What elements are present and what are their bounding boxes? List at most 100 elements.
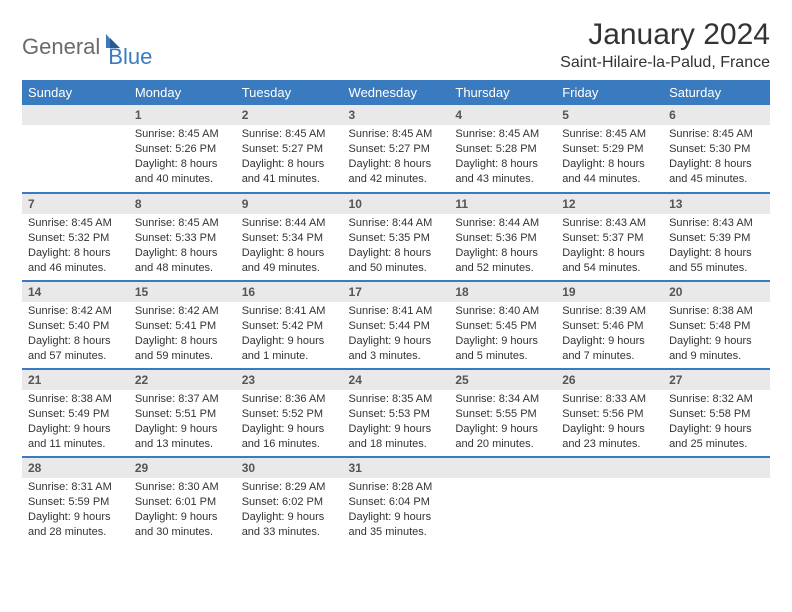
sunset-line: Sunset: 5:49 PM	[28, 407, 123, 422]
day-number: 1	[129, 105, 236, 125]
day-number: 9	[236, 194, 343, 214]
sunset-line: Sunset: 5:52 PM	[242, 407, 337, 422]
daylight-line-2: and 16 minutes.	[242, 437, 337, 452]
daylight-line-2: and 49 minutes.	[242, 261, 337, 276]
sunrise-line: Sunrise: 8:38 AM	[669, 304, 764, 319]
calendar-cell: 14Sunrise: 8:42 AMSunset: 5:40 PMDayligh…	[22, 281, 129, 369]
day-details: Sunrise: 8:43 AMSunset: 5:39 PMDaylight:…	[663, 214, 770, 279]
daylight-line-1: Daylight: 9 hours	[349, 422, 444, 437]
daylight-line-1: Daylight: 8 hours	[455, 246, 550, 261]
calendar-week-row: 14Sunrise: 8:42 AMSunset: 5:40 PMDayligh…	[22, 281, 770, 369]
sunrise-line: Sunrise: 8:43 AM	[562, 216, 657, 231]
day-details: Sunrise: 8:39 AMSunset: 5:46 PMDaylight:…	[556, 302, 663, 367]
daylight-line-2: and 11 minutes.	[28, 437, 123, 452]
daylight-line-2: and 40 minutes.	[135, 172, 230, 187]
day-details: Sunrise: 8:41 AMSunset: 5:42 PMDaylight:…	[236, 302, 343, 367]
daylight-line-2: and 23 minutes.	[562, 437, 657, 452]
calendar-cell: 31Sunrise: 8:28 AMSunset: 6:04 PMDayligh…	[343, 457, 450, 545]
calendar-cell: 30Sunrise: 8:29 AMSunset: 6:02 PMDayligh…	[236, 457, 343, 545]
dow-saturday: Saturday	[663, 80, 770, 105]
daylight-line-2: and 9 minutes.	[669, 349, 764, 364]
sunrise-line: Sunrise: 8:29 AM	[242, 480, 337, 495]
sunrise-line: Sunrise: 8:31 AM	[28, 480, 123, 495]
sunset-line: Sunset: 5:41 PM	[135, 319, 230, 334]
day-number: 2	[236, 105, 343, 125]
day-details: Sunrise: 8:38 AMSunset: 5:48 PMDaylight:…	[663, 302, 770, 367]
daylight-line-1: Daylight: 8 hours	[349, 246, 444, 261]
sunrise-line: Sunrise: 8:41 AM	[242, 304, 337, 319]
sunset-line: Sunset: 5:29 PM	[562, 142, 657, 157]
day-details: Sunrise: 8:35 AMSunset: 5:53 PMDaylight:…	[343, 390, 450, 455]
sunset-line: Sunset: 5:48 PM	[669, 319, 764, 334]
sunset-line: Sunset: 5:28 PM	[455, 142, 550, 157]
sunrise-line: Sunrise: 8:44 AM	[349, 216, 444, 231]
calendar-week-row: 7Sunrise: 8:45 AMSunset: 5:32 PMDaylight…	[22, 193, 770, 281]
daylight-line-1: Daylight: 8 hours	[455, 157, 550, 172]
daylight-line-1: Daylight: 9 hours	[135, 510, 230, 525]
sunset-line: Sunset: 5:34 PM	[242, 231, 337, 246]
daylight-line-2: and 1 minute.	[242, 349, 337, 364]
day-details: Sunrise: 8:45 AMSunset: 5:33 PMDaylight:…	[129, 214, 236, 279]
sunrise-line: Sunrise: 8:45 AM	[349, 127, 444, 142]
sunset-line: Sunset: 5:45 PM	[455, 319, 550, 334]
calendar-cell: 20Sunrise: 8:38 AMSunset: 5:48 PMDayligh…	[663, 281, 770, 369]
sunset-line: Sunset: 5:55 PM	[455, 407, 550, 422]
sunset-line: Sunset: 5:32 PM	[28, 231, 123, 246]
day-number: 19	[556, 282, 663, 302]
daylight-line-2: and 50 minutes.	[349, 261, 444, 276]
daylight-line-1: Daylight: 9 hours	[349, 334, 444, 349]
topbar: General Blue January 2024 Saint-Hilaire-…	[22, 18, 770, 72]
day-details: Sunrise: 8:42 AMSunset: 5:40 PMDaylight:…	[22, 302, 129, 367]
daylight-line-2: and 28 minutes.	[28, 525, 123, 540]
calendar-cell: 3Sunrise: 8:45 AMSunset: 5:27 PMDaylight…	[343, 105, 450, 193]
calendar-cell: 28Sunrise: 8:31 AMSunset: 5:59 PMDayligh…	[22, 457, 129, 545]
sunrise-line: Sunrise: 8:33 AM	[562, 392, 657, 407]
calendar-cell: 13Sunrise: 8:43 AMSunset: 5:39 PMDayligh…	[663, 193, 770, 281]
daylight-line-1: Daylight: 9 hours	[562, 334, 657, 349]
sunrise-line: Sunrise: 8:32 AM	[669, 392, 764, 407]
day-details: Sunrise: 8:33 AMSunset: 5:56 PMDaylight:…	[556, 390, 663, 455]
day-number: 17	[343, 282, 450, 302]
sunset-line: Sunset: 5:27 PM	[349, 142, 444, 157]
sunset-line: Sunset: 5:39 PM	[669, 231, 764, 246]
sunrise-line: Sunrise: 8:45 AM	[242, 127, 337, 142]
day-details: Sunrise: 8:43 AMSunset: 5:37 PMDaylight:…	[556, 214, 663, 279]
calendar-table: Sunday Monday Tuesday Wednesday Thursday…	[22, 80, 770, 545]
sunset-line: Sunset: 5:33 PM	[135, 231, 230, 246]
day-number: 25	[449, 370, 556, 390]
daylight-line-1: Daylight: 9 hours	[242, 510, 337, 525]
day-number: 8	[129, 194, 236, 214]
daylight-line-1: Daylight: 8 hours	[242, 246, 337, 261]
calendar-cell: 15Sunrise: 8:42 AMSunset: 5:41 PMDayligh…	[129, 281, 236, 369]
day-details: Sunrise: 8:31 AMSunset: 5:59 PMDaylight:…	[22, 478, 129, 543]
day-details: Sunrise: 8:32 AMSunset: 5:58 PMDaylight:…	[663, 390, 770, 455]
day-number	[556, 458, 663, 478]
day-details: Sunrise: 8:45 AMSunset: 5:26 PMDaylight:…	[129, 125, 236, 190]
daylight-line-2: and 54 minutes.	[562, 261, 657, 276]
daylight-line-1: Daylight: 9 hours	[349, 510, 444, 525]
day-number: 21	[22, 370, 129, 390]
daylight-line-1: Daylight: 8 hours	[562, 157, 657, 172]
day-details: Sunrise: 8:28 AMSunset: 6:04 PMDaylight:…	[343, 478, 450, 543]
calendar-cell: 17Sunrise: 8:41 AMSunset: 5:44 PMDayligh…	[343, 281, 450, 369]
daylight-line-1: Daylight: 8 hours	[349, 157, 444, 172]
calendar-cell: 27Sunrise: 8:32 AMSunset: 5:58 PMDayligh…	[663, 369, 770, 457]
calendar-cell: 11Sunrise: 8:44 AMSunset: 5:36 PMDayligh…	[449, 193, 556, 281]
calendar-body: 1Sunrise: 8:45 AMSunset: 5:26 PMDaylight…	[22, 105, 770, 545]
daylight-line-1: Daylight: 9 hours	[669, 334, 764, 349]
calendar-cell	[663, 457, 770, 545]
daylight-line-1: Daylight: 8 hours	[28, 246, 123, 261]
calendar-cell: 25Sunrise: 8:34 AMSunset: 5:55 PMDayligh…	[449, 369, 556, 457]
daylight-line-2: and 18 minutes.	[349, 437, 444, 452]
sunrise-line: Sunrise: 8:44 AM	[242, 216, 337, 231]
sunset-line: Sunset: 6:02 PM	[242, 495, 337, 510]
calendar-cell: 19Sunrise: 8:39 AMSunset: 5:46 PMDayligh…	[556, 281, 663, 369]
logo-text-general: General	[22, 34, 100, 60]
day-number: 15	[129, 282, 236, 302]
daylight-line-2: and 42 minutes.	[349, 172, 444, 187]
day-number: 20	[663, 282, 770, 302]
day-number: 10	[343, 194, 450, 214]
calendar-header-row: Sunday Monday Tuesday Wednesday Thursday…	[22, 80, 770, 105]
sunrise-line: Sunrise: 8:45 AM	[562, 127, 657, 142]
day-details: Sunrise: 8:40 AMSunset: 5:45 PMDaylight:…	[449, 302, 556, 367]
